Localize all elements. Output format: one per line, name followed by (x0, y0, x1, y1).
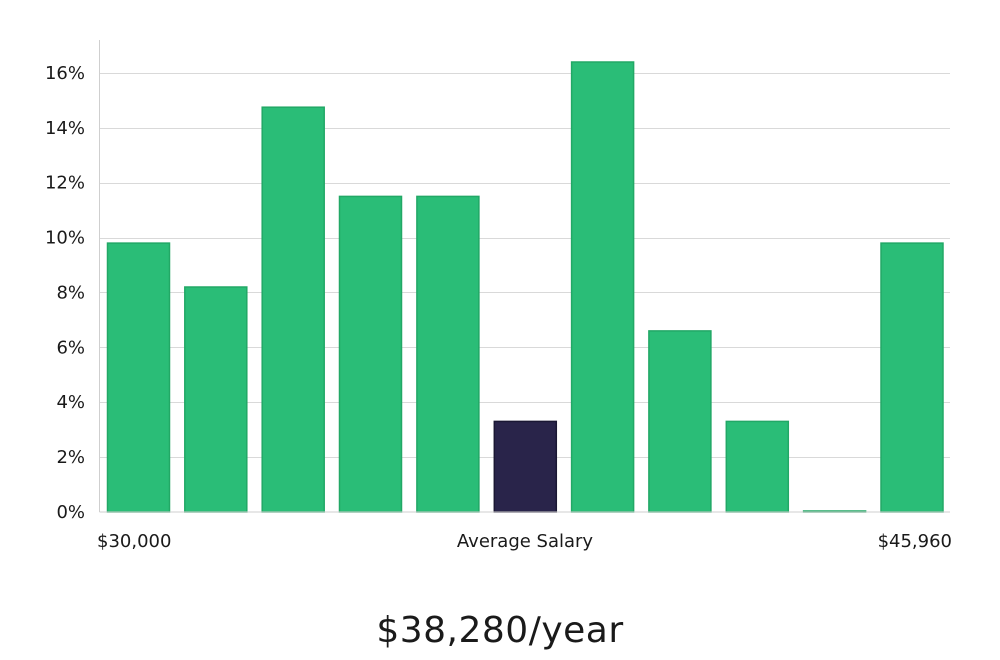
x-end-label: $45,960 (878, 531, 952, 552)
x-start-label: $30,000 (97, 531, 171, 552)
y-tick-label: 8% (56, 282, 85, 303)
y-tick-label: 16% (45, 63, 85, 84)
y-tick-label: 10% (45, 228, 85, 249)
bar (261, 106, 325, 513)
salary-histogram: 0% 2% 4% 6% 8% 10% 12% 14% 16% $30,000 Average S… (45, 40, 952, 552)
bar (106, 242, 171, 513)
y-tick-label: 14% (45, 118, 85, 139)
bar-highlight (493, 420, 558, 513)
bars (106, 61, 944, 513)
bar (648, 330, 712, 513)
y-tick-label: 12% (45, 173, 85, 194)
y-tick-label: 4% (56, 392, 85, 413)
x-axis-title: Average Salary (457, 531, 594, 552)
bar (570, 61, 635, 513)
y-axis-ticks: 0% 2% 4% 6% 8% 10% 12% 14% 16% (45, 63, 85, 523)
bar (338, 195, 403, 513)
bar (416, 195, 480, 513)
bar (725, 420, 790, 513)
average-salary-value: $38,280/year (376, 610, 624, 651)
y-tick-label: 2% (56, 447, 85, 468)
bar (880, 242, 944, 513)
y-tick-label: 0% (56, 502, 85, 523)
bar (184, 286, 248, 513)
y-tick-label: 6% (56, 337, 85, 358)
